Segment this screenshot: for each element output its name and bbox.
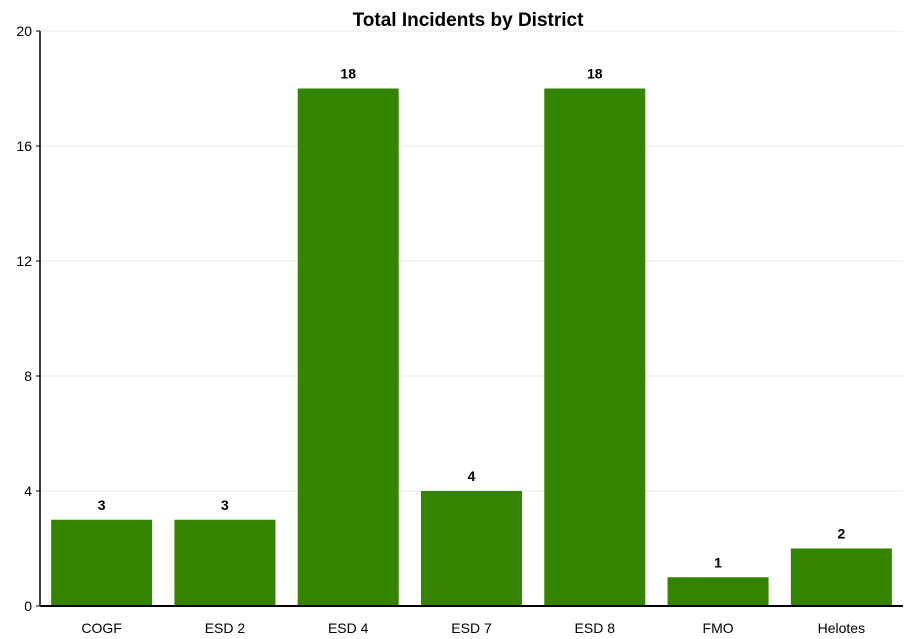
x-tick-label: ESD 8 <box>575 620 616 636</box>
axes <box>36 30 903 607</box>
data-label: 4 <box>468 468 476 484</box>
x-tick-label: ESD 7 <box>451 620 492 636</box>
x-tick-labels: COGF ESD 2 ESD 4 ESD 7 ESD 8 FMO Helotes <box>81 620 865 636</box>
data-label: 2 <box>837 526 845 542</box>
data-label: 18 <box>340 66 356 82</box>
data-label: 3 <box>221 497 229 513</box>
bar <box>667 577 769 606</box>
x-tick-label: ESD 2 <box>205 620 246 636</box>
data-label: 3 <box>98 497 106 513</box>
y-tick-label: 0 <box>24 598 32 614</box>
data-label: 1 <box>714 554 722 570</box>
bar <box>51 519 153 606</box>
y-tick-label: 16 <box>16 138 32 154</box>
y-tick-label: 12 <box>16 253 32 269</box>
bar <box>174 519 276 606</box>
y-tick-labels: 0 4 8 12 16 20 <box>16 23 32 614</box>
bar <box>421 491 522 606</box>
y-tick-label: 4 <box>24 483 32 499</box>
bar <box>544 88 646 606</box>
gridlines <box>40 30 903 492</box>
x-tick-label: COGF <box>81 620 121 636</box>
data-label: 18 <box>587 66 603 82</box>
x-tick-label: Helotes <box>818 620 865 636</box>
x-tick-label: FMO <box>703 620 734 636</box>
y-tick-label: 20 <box>16 23 32 39</box>
bar <box>297 88 399 606</box>
chart-title: Total Incidents by District <box>353 10 585 31</box>
x-tick-label: ESD 4 <box>328 620 369 636</box>
y-tick-label: 8 <box>24 368 32 384</box>
bars <box>51 88 892 606</box>
data-labels: 3 3 18 4 18 1 2 <box>98 66 846 571</box>
bar <box>790 548 892 606</box>
